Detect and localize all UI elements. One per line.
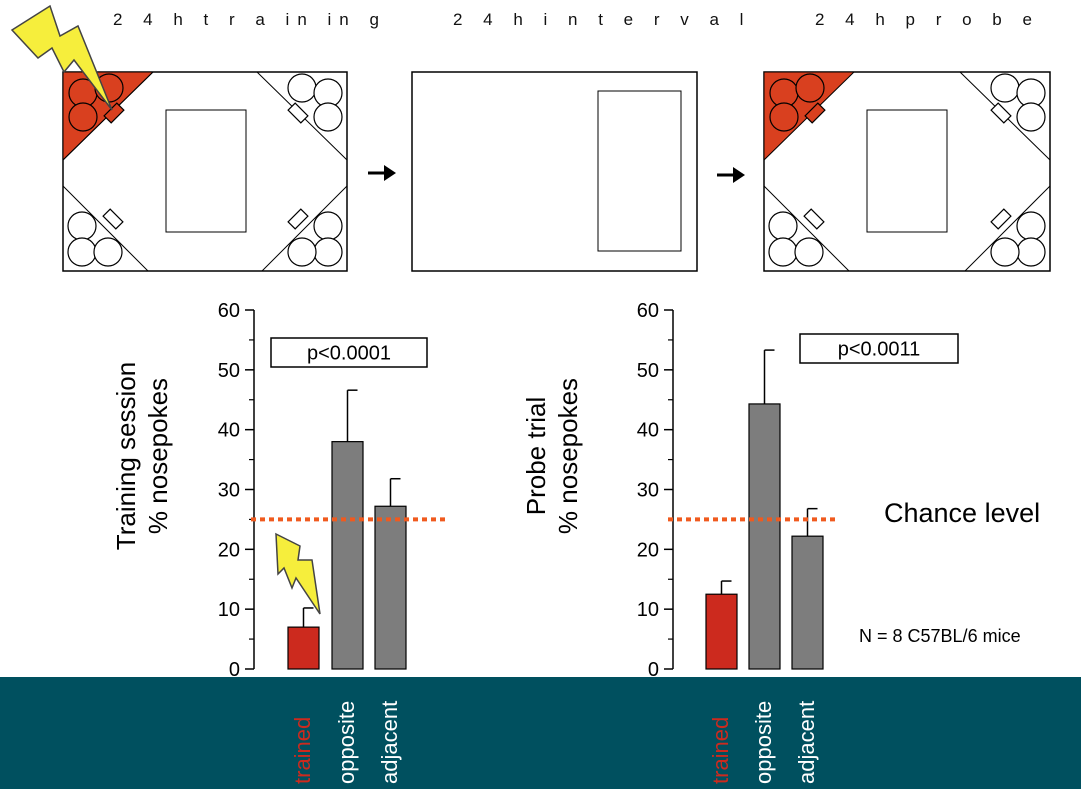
y-tick-label: 60 [218,300,240,322]
arrow-icon [717,167,745,183]
y-tick-label: 30 [218,480,240,502]
pvalue-box [799,333,959,364]
protocol-diagram [10,4,1051,272]
lightning-bolt-icon [10,4,113,111]
category-label-opposite: opposite [751,700,776,784]
y-tick-label: 10 [218,599,240,621]
training-arena [10,4,348,272]
stage-label-probe: 2 4 h p r o b e [815,10,1040,29]
lightning-bolt-icon [275,532,321,615]
bar-trained [287,626,320,670]
interval-arena [411,71,698,272]
category-label-trained: trained [708,716,733,784]
stage-label-interval: 2 4 h i n t e r v a l [453,10,752,29]
y-tick-label: 0 [229,659,240,681]
category-label-adjacent: adjacent [794,700,819,784]
pvalue-box [270,337,428,368]
y-tick-label: 50 [637,360,659,382]
y-tick-label: 20 [637,539,659,561]
chance-level-label: Chance level [884,498,1041,528]
bar-opposite [748,403,781,670]
y-tick-label: 40 [218,420,240,442]
category-label-adjacent: adjacent [377,700,402,784]
bar-adjacent [791,535,824,670]
probe-arena [763,71,1051,272]
y-tick-label: 30 [637,480,659,502]
probe-chart: 0 10 20 30 40 50 60 p<0.0011 [637,300,959,681]
training-chart: 0 10 20 30 40 50 60 p<0.0001 [218,300,445,681]
n-label: N = 8 C57BL/6 mice [859,626,1021,646]
y-tick-label: 10 [637,599,659,621]
arrow-icon [368,165,396,181]
pvalue-label: p<0.0001 [307,343,391,365]
bar-trained [705,593,738,670]
pvalue-label: p<0.0011 [838,339,921,361]
footer-band [0,677,1081,789]
stage-label-training: 2 4 h t r a in in g [113,10,387,29]
bar-opposite [331,441,364,670]
y-tick-label: 20 [218,539,240,561]
y-tick-label: 60 [637,300,659,322]
y-tick-label: 50 [218,360,240,382]
bar-adjacent [374,505,407,670]
y-tick-label: 40 [637,420,659,442]
category-label-opposite: opposite [334,700,359,784]
y-tick-label: 0 [648,659,659,681]
category-label-trained: trained [290,716,315,784]
